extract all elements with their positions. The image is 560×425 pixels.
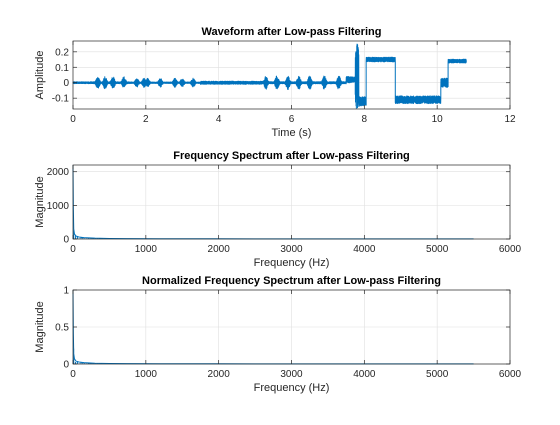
x-tick-label: 4000 [353,244,376,255]
x-tick-label: 6000 [499,244,522,255]
x-tick-label: 2000 [208,369,231,380]
x-tick-label: 6 [289,114,295,125]
x-tick-label: 0 [70,244,76,255]
y-tick-label: 1 [63,286,69,297]
x-axis-label: Frequency (Hz) [254,257,330,269]
x-tick-label: 1000 [135,244,158,255]
x-tick-label: 6000 [499,369,522,380]
y-tick-label: 0.5 [55,323,69,334]
y-axis-label: Magnitude [34,176,46,227]
y-axis-label: Magnitude [34,301,46,352]
y-tick-label: 0.2 [55,47,69,58]
subplot-2: 0 1000 2000 3000 4000 5000 6000 0 1000 2000 Freque… [34,150,522,269]
y-tick-label: 0 [63,78,69,89]
x-axis-label: Frequency (Hz) [254,382,330,394]
y-tick-label: -0.1 [52,94,70,105]
x-tick-label: 12 [504,114,516,125]
x-tick-label: 4000 [353,369,376,380]
chart-title: Normalized Frequency Spectrum after Low-… [142,275,441,287]
x-tick-label: 5000 [426,369,449,380]
x-tick-label: 8 [362,114,368,125]
y-tick-label: 2000 [47,167,70,178]
y-tick-label: 0.1 [55,63,69,74]
y-axis-label: Amplitude [34,51,46,100]
x-tick-label: 4 [216,114,222,125]
x-tick-label: 3000 [280,244,303,255]
x-tick-label: 0 [70,114,76,125]
chart-title: Waveform after Low-pass Filtering [202,26,382,38]
y-tick-label: 0 [63,235,69,246]
x-tick-label: 5000 [426,244,449,255]
chart-title: Frequency Spectrum after Low-pass Filter… [173,150,410,162]
y-tick-label: 0 [63,360,69,371]
x-axis-label: Time (s) [272,127,312,139]
y-tick-label: 1000 [47,201,70,212]
x-tick-label: 3000 [280,369,303,380]
series-line [72,43,467,109]
subplot-3: 0 1000 2000 3000 4000 5000 6000 0 0.5 1 Normalized… [34,275,522,394]
x-tick-label: 10 [432,114,444,125]
x-tick-label: 2 [143,114,149,125]
x-tick-label: 2000 [208,244,231,255]
x-tick-label: 0 [70,369,76,380]
x-tick-label: 1000 [135,369,158,380]
